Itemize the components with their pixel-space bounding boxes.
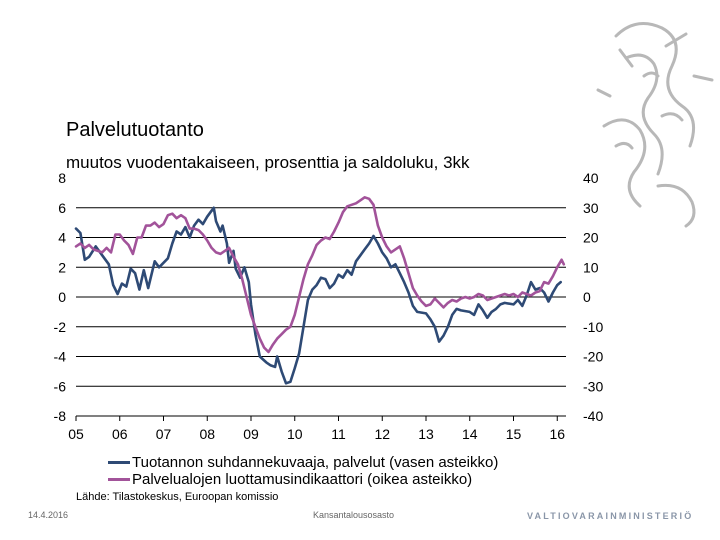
x-axis-tick-label: 13 [418,426,434,442]
source-note: Lähde: Tilastokeskus, Euroopan komissio [76,491,279,503]
right-axis-tick-label: -40 [583,408,603,424]
left-axis-tick-label: -4 [54,349,67,365]
x-axis-tick-label: 05 [68,426,84,442]
x-axis-tick-label: 07 [156,426,172,442]
right-axis-ticks: 40 30 20 10 0 -10 -20 -30 -40 [583,170,603,424]
right-axis-tick-label: 10 [583,259,599,275]
series-line-services-production [74,206,563,385]
left-axis-tick-label: 8 [58,170,66,186]
legend-item-services-production: Tuotannon suhdannekuvaaja, palvelut (vas… [108,454,498,471]
left-axis-tick-label: 6 [58,200,66,216]
footer-organization: Kansantalousosasto [313,510,395,520]
right-axis-tick-label: 0 [583,289,591,305]
x-axis-tick-label: 14 [462,426,478,442]
x-axis-tick-label: 15 [506,426,522,442]
left-axis-ticks: 8 6 4 2 0 -2 -4 -6 -8 [54,170,67,424]
right-axis-tick-label: 20 [583,230,599,246]
x-axis-tick-label: 16 [549,426,565,442]
right-axis-tick-label: -30 [583,378,603,394]
x-axis-tick-label: 08 [199,426,215,442]
right-axis-tick-label: -20 [583,349,603,365]
left-axis-tick-label: 2 [58,259,66,275]
legend-label-confidence-indicator: Palvelualojen luottamusindikaattori (oik… [132,471,473,488]
left-axis-tick-label: 4 [58,230,66,246]
left-axis-tick-label: -8 [54,408,67,424]
x-axis-tick-label: 09 [243,426,259,442]
left-axis-tick-label: 0 [58,289,66,305]
x-axis-tick-label: 11 [331,426,346,442]
x-axis-tick-label: 12 [374,426,390,442]
right-axis-tick-label: 40 [583,170,599,186]
legend: Tuotannon suhdannekuvaaja, palvelut (vas… [108,454,498,488]
x-axis-tick-label: 10 [287,426,303,442]
left-axis-tick-label: -6 [54,378,67,394]
right-axis-tick-label: 30 [583,200,599,216]
legend-swatch-confidence-indicator [108,478,130,481]
x-axis-tick-label: 06 [112,426,128,442]
series-lines [74,196,566,385]
left-axis-tick-label: -2 [54,319,67,335]
legend-label-services-production: Tuotannon suhdannekuvaaja, palvelut (vas… [132,454,499,471]
series-line-confidence-indicator [74,196,566,354]
x-axis-ticks: 05 06 07 08 09 10 11 12 13 14 15 16 [68,416,565,442]
chart-title: Palvelutuotanto [66,119,204,141]
footer-date: 14.4.2016 [28,510,69,520]
coat-of-arms-icon [596,22,714,228]
right-axis-tick-label: -10 [583,319,603,335]
legend-swatch-services-production [108,461,130,464]
footer-ministry-name: VALTIOVARAINMINISTERIÖ [527,511,694,521]
legend-item-confidence-indicator: Palvelualojen luottamusindikaattori (oik… [108,471,498,488]
chart-subtitle: muutos vuodentakaiseen, prosenttia ja sa… [66,153,470,172]
